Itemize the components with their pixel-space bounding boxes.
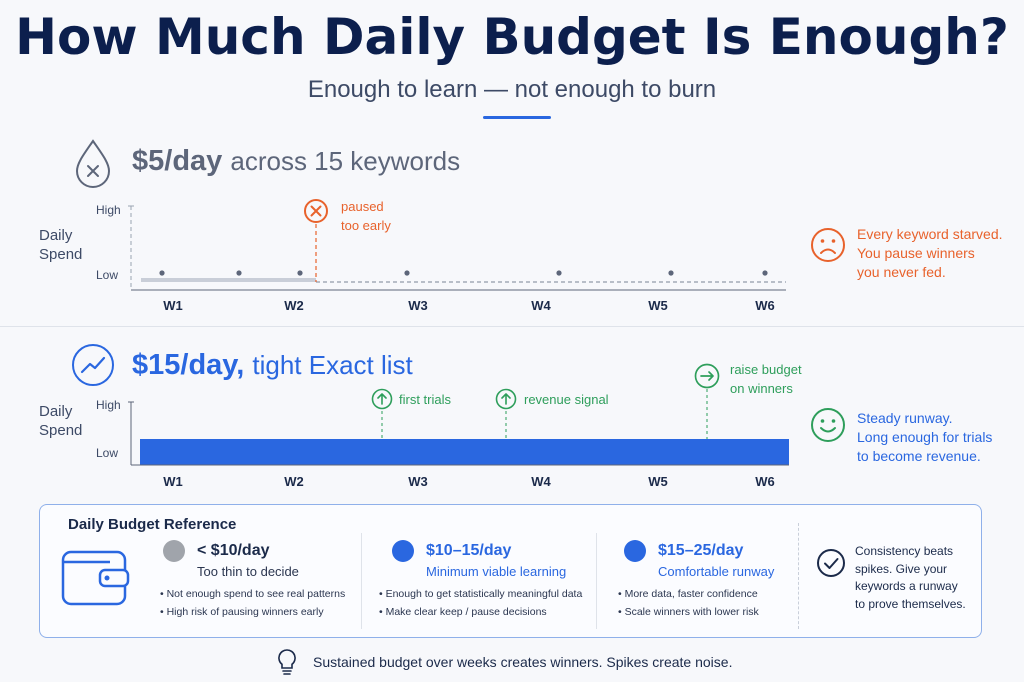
section1-y-tick-high: High [96,203,121,217]
arrow-right-circle-icon [694,363,720,389]
tier-separator [361,533,362,629]
happy-face-icon [811,408,845,442]
takeaway-text: Consistency beats spikes. Give your keyw… [855,544,966,611]
arrow-up-circle-icon [495,388,517,410]
spend-point [236,270,242,276]
raise-budget-annotation: raise budget on winners [730,362,802,396]
x-tick-label: W3 [408,298,428,313]
trend-up-circle-icon [72,344,114,386]
first-trials-annotation: first trials [399,392,451,407]
budget-reference-card [39,504,982,638]
tier3-title: $15–25/day [658,542,744,559]
check-circle-icon [817,549,845,577]
x-tick-label: W1 [163,298,183,313]
sad-face-icon [811,228,845,262]
paused-annotation: paused too early [341,199,391,233]
revenue-signal-annotation: revenue signal [524,392,609,407]
tier2-bullet-text: Make clear keep / pause decisions [385,606,547,618]
tier3-subtitle: Comfortable runway [658,564,775,579]
tier-separator [596,533,597,629]
tier2-dot [392,540,414,562]
tier1-bullet: • High risk of pausing winners early [160,606,324,618]
tier3-bullet-text: Scale winners with lower risk [624,606,759,618]
section1-side-note: Every keyword starved. You pause winners… [857,226,1003,280]
tier3-bullet: • Scale winners with lower risk [618,606,759,618]
tier1-bullet-text: Not enough spend to see real patterns [166,588,346,600]
tier2-bullet-text: Enough to get statistically meaningful d… [385,588,583,600]
takeaway-separator [798,523,800,629]
page-title: How Much Daily Budget Is Enough? [15,8,1009,66]
section2-y-tick-low: Low [96,446,119,460]
spend-point [297,270,303,276]
section2-y-axis-label: Daily Spend [39,403,83,439]
x-tick-label: W4 [531,474,551,489]
low-spend-line [141,278,316,282]
tier2-title: $10–15/day [426,542,512,559]
tier3-dot [624,540,646,562]
section1-headline: $5/day across 15 keywords [132,145,460,178]
spend-point [159,270,165,276]
tier2-bullet: • Make clear keep / pause decisions [379,606,547,618]
tier2-bullet: • Enough to get statistically meaningful… [379,588,583,600]
x-tick-label: W1 [163,474,183,489]
droplet-x-icon [75,139,111,188]
section2-y-tick-high: High [96,398,121,412]
tier1-dot [163,540,185,562]
lightbulb-icon [278,649,296,675]
x-tick-label: W3 [408,474,428,489]
wallet-icon [61,550,130,606]
spend-point [762,270,768,276]
tier1-title: < $10/day [197,542,270,559]
x-tick-label: W4 [531,298,551,313]
spend-point [404,270,410,276]
title-accent-bar [483,116,551,119]
section1-y-axis-label: Daily Spend [39,227,83,263]
arrow-up-circle-icon [371,388,393,410]
section2-headline: $15/day, tight Exact list [132,349,413,382]
x-circle-icon [304,199,328,223]
section1-headline-rest: across 15 keywords [230,146,461,176]
tier3-bullet: • More data, faster confidence [618,588,758,600]
section1-headline-value: $5/day [132,145,223,177]
section1-y-tick-low: Low [96,268,119,282]
tier1-bullet: • Not enough spend to see real patterns [160,588,346,600]
page-subtitle: Enough to learn — not enough to burn [307,76,717,103]
x-tick-label: W5 [648,474,668,489]
x-tick-label: W2 [284,474,304,489]
x-tick-label: W5 [648,298,668,313]
spend-point [556,270,562,276]
reference-title: Daily Budget Reference [68,516,237,533]
section-divider [0,326,1024,327]
x-tick-label: W6 [755,298,775,313]
tier3-bullet-text: More data, faster confidence [624,588,758,600]
steady-spend-bar [140,439,789,465]
tier2-subtitle: Minimum viable learning [426,564,567,579]
x-tick-label: W6 [755,474,775,489]
section2-headline-rest: tight Exact list [252,350,413,380]
section2-side-note: Steady runway. Long enough for trials to… [857,410,993,464]
tier1-subtitle: Too thin to decide [197,564,299,579]
tier1-bullet-text: High risk of pausing winners early [166,606,324,618]
spend-point [668,270,674,276]
footer-message: Sustained budget over weeks creates winn… [313,654,733,670]
section2-headline-value: $15/day, [132,349,245,381]
x-tick-label: W2 [284,298,304,313]
